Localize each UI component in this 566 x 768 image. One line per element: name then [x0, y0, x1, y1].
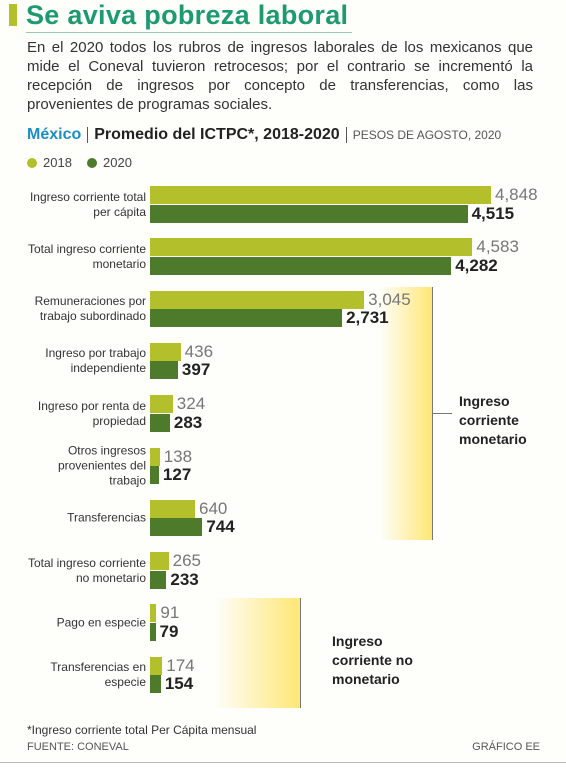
subtitle: En el 2020 todos los rubros de ingresos … [27, 39, 533, 113]
bar [150, 309, 343, 328]
value-label: 283 [173, 412, 203, 432]
chart-title: Promedio del ICTPC*, 2018-2020 [94, 126, 340, 143]
legend-swatch [87, 157, 97, 168]
separator [87, 127, 89, 143]
bar [150, 675, 161, 694]
bar [150, 622, 156, 641]
value-label: 265 [172, 551, 201, 571]
annotation: Ingreso corriente monetario [459, 393, 527, 447]
bar [150, 238, 473, 257]
value-label: 4,515 [471, 203, 515, 223]
legend-label: 2018 [43, 155, 72, 170]
value-label: 324 [176, 394, 206, 414]
value-label: 91 [160, 603, 180, 623]
legend-item: 2020 [87, 155, 132, 170]
category-label: Remuneraciones por trabajo subordinado [34, 294, 146, 324]
bracket [215, 598, 301, 708]
bar [150, 395, 173, 414]
category-label: Pago en especie [56, 615, 146, 630]
bar [150, 570, 167, 589]
value-label: 744 [206, 517, 235, 537]
category-label: Ingreso por trabajo independiente [45, 346, 146, 376]
category-label: Total ingreso corriente no monetario [27, 555, 146, 585]
bar [150, 552, 169, 571]
value-label: 2,731 [346, 308, 389, 328]
value-label: 4,848 [495, 185, 538, 204]
value-label: 174 [166, 655, 195, 675]
value-label: 397 [181, 360, 211, 380]
title: Se aviva pobreza laboral [26, 0, 349, 30]
value-label: 4,282 [455, 255, 498, 275]
category-label: Otros ingresos provenientes del trabajo [57, 443, 146, 488]
footnote: *Ingreso corriente total Per Cápita mens… [27, 723, 257, 737]
category-label: Transferencias [67, 510, 146, 525]
bar [150, 413, 170, 432]
value-label: 3,045 [368, 289, 411, 309]
category-label: Total ingreso corriente monetario [27, 241, 146, 271]
bottom-rule [0, 762, 566, 763]
credit: GRÁFICO EE [472, 741, 540, 753]
bar [150, 256, 452, 275]
bar [150, 466, 159, 484]
bar [150, 204, 468, 223]
value-label: 79 [159, 621, 179, 641]
category-label: Ingreso por renta de propiedad [37, 398, 146, 428]
bar [150, 342, 181, 361]
separator [345, 127, 347, 143]
value-label: 127 [162, 465, 192, 484]
legend-swatch [27, 157, 37, 168]
legend-item: 2018 [27, 155, 72, 170]
value-label: 436 [184, 341, 214, 361]
category-label: Transferencias en especie [50, 660, 146, 690]
title-rule [26, 32, 352, 33]
value-label: 640 [199, 498, 228, 518]
bar [150, 361, 178, 380]
bracket-tick [432, 413, 452, 414]
value-label: 138 [163, 446, 193, 466]
value-label: 233 [170, 569, 199, 589]
source: FUENTE: CONEVAL [27, 741, 129, 753]
value-label: 4,583 [476, 237, 519, 257]
bar [150, 518, 203, 537]
bar [150, 447, 160, 466]
bar [150, 290, 365, 309]
region: México [27, 126, 82, 143]
bar [150, 499, 196, 518]
chart-heading: México Promedio del ICTPC*, 2018-2020 PE… [27, 126, 501, 144]
unit: PESOS DE AGOSTO, 2020 [352, 128, 502, 142]
legend-label: 2020 [103, 155, 132, 170]
bar [150, 604, 157, 623]
value-label: 154 [164, 674, 194, 694]
annotation: Ingreso corriente no monetario [332, 633, 413, 687]
bar [150, 186, 491, 204]
bracket-corner [300, 598, 301, 599]
bar [150, 656, 163, 675]
category-label: Ingreso corriente total per cápita [29, 189, 146, 219]
accent [9, 4, 17, 26]
